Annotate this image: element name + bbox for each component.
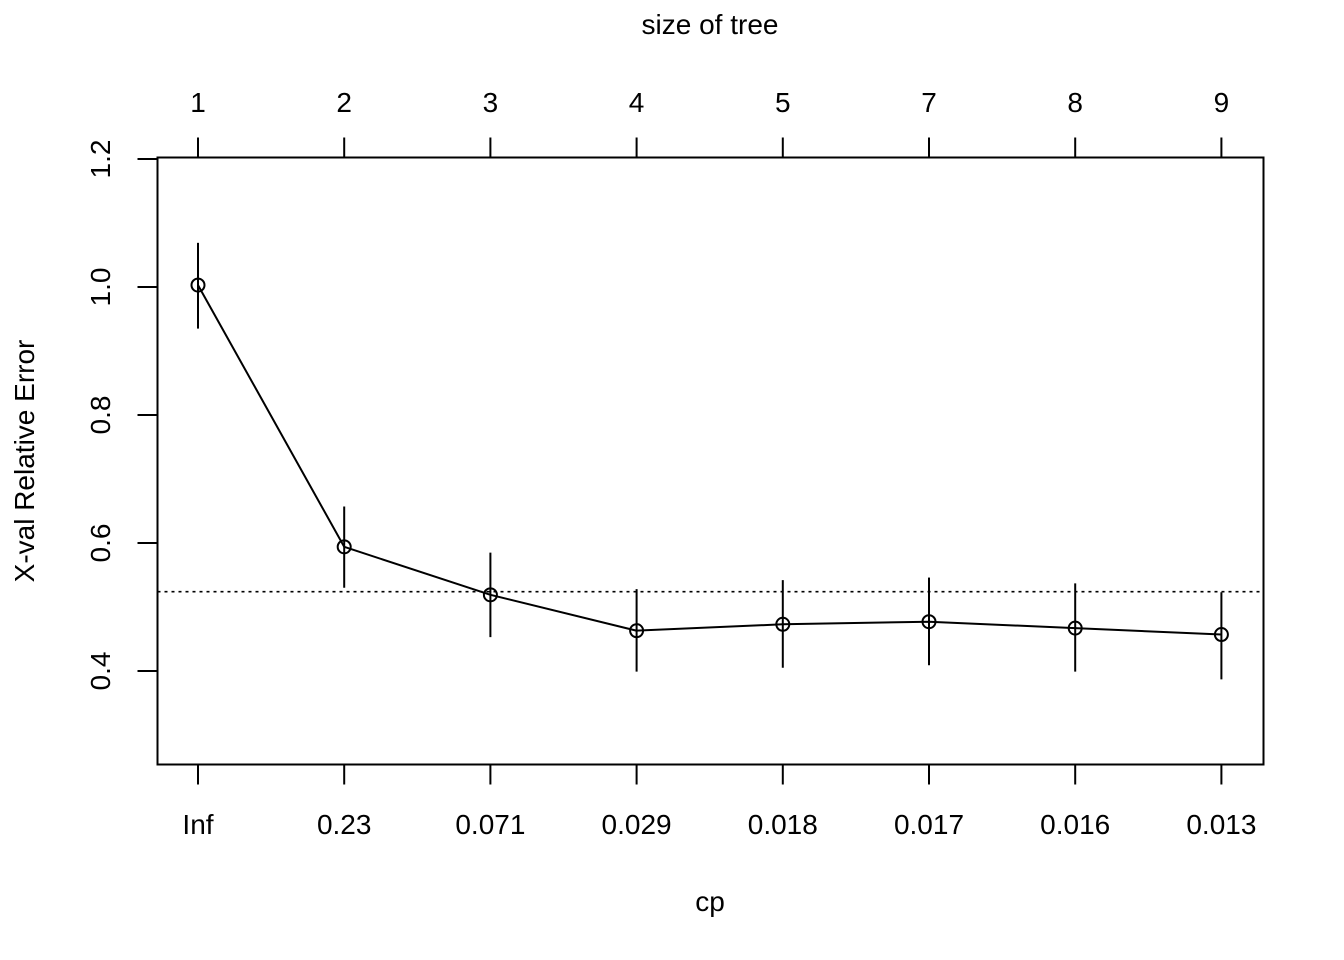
top-tick-label: 9 bbox=[1214, 87, 1230, 118]
x-tick-label: 0.029 bbox=[602, 809, 672, 840]
top-tick-label: 8 bbox=[1067, 87, 1083, 118]
y-tick-label: 0.6 bbox=[85, 524, 116, 563]
y-tick-label: 0.4 bbox=[85, 652, 116, 691]
x-tick-label: 0.013 bbox=[1186, 809, 1256, 840]
y-tick-label: 0.8 bbox=[85, 396, 116, 435]
data-point bbox=[336, 539, 352, 555]
top-tick-label: 5 bbox=[775, 87, 791, 118]
series-line bbox=[197, 284, 1222, 636]
top-tick-label: 2 bbox=[336, 87, 352, 118]
data-point bbox=[921, 614, 937, 630]
data-point bbox=[482, 587, 498, 603]
plot-frame bbox=[156, 156, 1265, 766]
top-tick-label: 4 bbox=[629, 87, 645, 118]
data-point bbox=[1067, 620, 1083, 636]
top-tick-label: 1 bbox=[190, 87, 206, 118]
x-tick-label: 0.071 bbox=[455, 809, 525, 840]
top-tick-label: 7 bbox=[921, 87, 937, 118]
x-tick-label: 0.018 bbox=[748, 809, 818, 840]
x-tick-label: Inf bbox=[182, 809, 213, 840]
top-tick-label: 3 bbox=[483, 87, 499, 118]
y-tick-label: 1.2 bbox=[85, 140, 116, 179]
x-tick-label: 0.017 bbox=[894, 809, 964, 840]
data-point bbox=[629, 623, 645, 639]
x-tick-label: 0.016 bbox=[1040, 809, 1110, 840]
y-axis-title: X-val Relative Error bbox=[9, 340, 40, 583]
data-point bbox=[190, 277, 206, 293]
top-axis-title: size of tree bbox=[642, 9, 779, 40]
x-axis-title: cp bbox=[695, 886, 725, 917]
y-tick-label: 1.0 bbox=[85, 268, 116, 307]
data-point bbox=[1213, 627, 1229, 643]
x-tick-label: 0.23 bbox=[317, 809, 372, 840]
data-point bbox=[775, 616, 791, 632]
